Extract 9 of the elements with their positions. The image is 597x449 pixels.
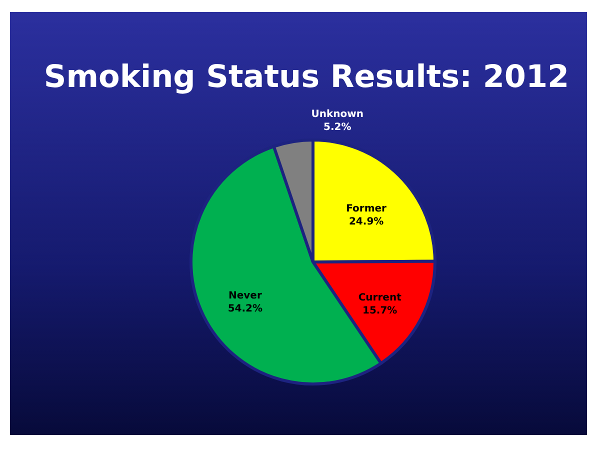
slice-label: Unknown xyxy=(311,108,364,120)
slice-label: Never xyxy=(228,290,262,302)
data-label: 54.2% xyxy=(228,303,263,314)
data-label: 5.2% xyxy=(324,122,352,133)
chart-title: Smoking Status Results: 2012 xyxy=(44,59,570,95)
slice-label: Current xyxy=(358,292,402,304)
data-label: 24.9% xyxy=(348,216,384,228)
slice-label: Former xyxy=(346,203,387,214)
data-label: 15.7% xyxy=(362,305,398,316)
